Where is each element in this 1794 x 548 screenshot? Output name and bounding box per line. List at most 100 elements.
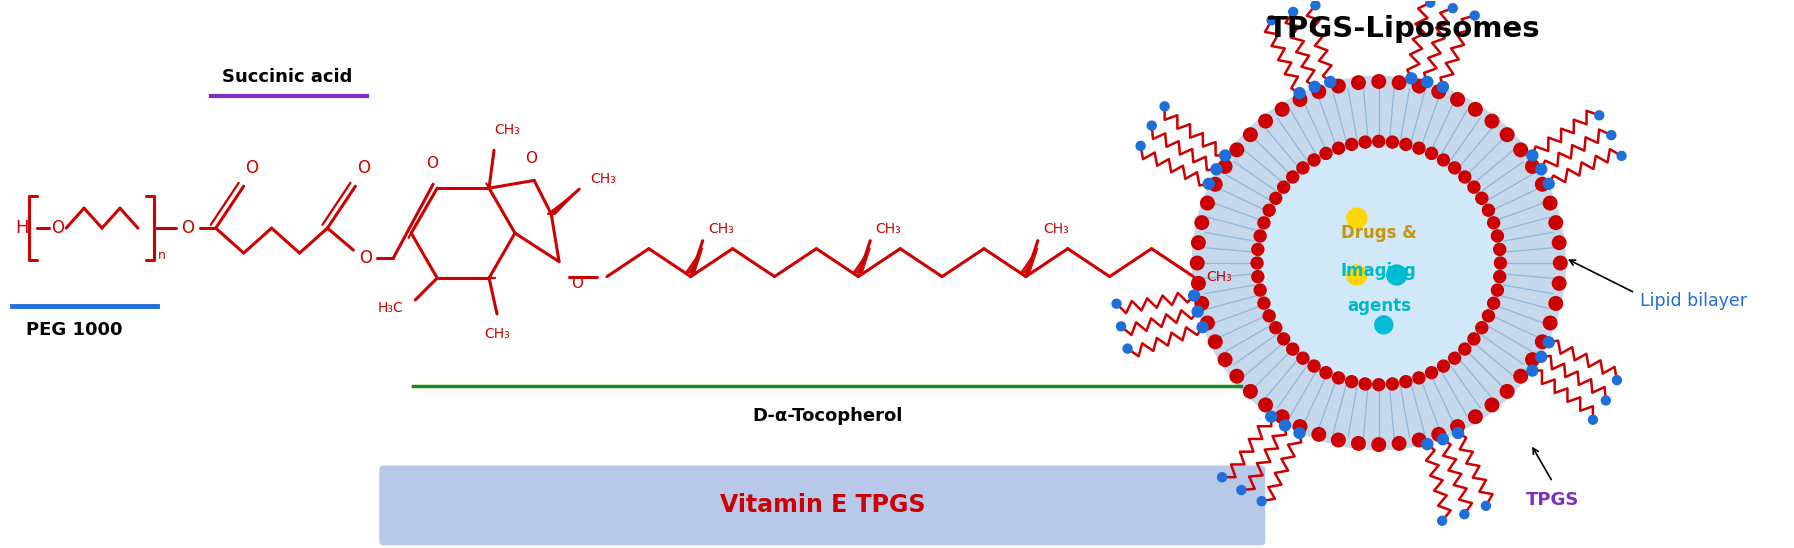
Circle shape [1476,192,1487,204]
Circle shape [1399,376,1412,387]
Circle shape [1297,162,1310,174]
Circle shape [1437,434,1448,445]
Circle shape [1204,178,1215,189]
Circle shape [1360,378,1371,390]
Circle shape [1267,16,1276,25]
Circle shape [1552,277,1566,290]
Text: O: O [246,159,258,177]
Circle shape [1372,438,1385,452]
Text: O: O [427,156,438,171]
Circle shape [1112,299,1121,308]
Circle shape [1451,420,1464,433]
Circle shape [1412,433,1426,447]
Circle shape [1346,376,1358,387]
Text: CH₃: CH₃ [493,123,520,138]
Circle shape [1372,379,1385,391]
Circle shape [1543,316,1557,330]
Text: CH₃: CH₃ [1207,270,1232,284]
Text: H₃C: H₃C [377,301,404,315]
Circle shape [1491,230,1503,242]
Polygon shape [854,248,870,272]
Circle shape [1254,230,1267,242]
Circle shape [1286,171,1299,183]
Circle shape [1548,216,1563,230]
Circle shape [1536,335,1550,349]
Circle shape [1482,310,1494,322]
Text: n: n [158,249,165,261]
Circle shape [1250,257,1263,269]
Circle shape [1482,204,1494,216]
Circle shape [1320,147,1331,159]
Circle shape [1286,343,1299,355]
Circle shape [1476,322,1487,334]
Circle shape [1437,516,1446,525]
Text: TPGS-Liposomes: TPGS-Liposomes [1267,15,1539,43]
Circle shape [1351,437,1365,450]
Circle shape [1258,297,1270,309]
Text: O: O [526,151,536,166]
Circle shape [1536,178,1550,191]
Circle shape [1360,136,1371,148]
Circle shape [1487,217,1500,229]
Circle shape [1482,501,1491,510]
Text: H: H [16,219,29,237]
Circle shape [1193,306,1204,317]
Circle shape [1231,369,1243,383]
Circle shape [1387,378,1398,390]
Circle shape [1595,111,1604,120]
Circle shape [1279,420,1290,431]
Circle shape [1351,76,1365,89]
Circle shape [1543,337,1554,348]
Circle shape [1525,159,1539,173]
Circle shape [1293,88,1304,99]
Text: CH₃: CH₃ [1042,222,1069,236]
Circle shape [1209,335,1222,349]
Circle shape [1451,93,1464,106]
Circle shape [1552,236,1566,249]
Circle shape [1310,81,1320,92]
Circle shape [1347,208,1367,228]
Circle shape [1543,178,1554,189]
Circle shape [1487,297,1500,309]
Circle shape [1116,322,1125,331]
Polygon shape [685,248,703,272]
Circle shape [1218,353,1232,367]
Circle shape [1372,75,1385,88]
Circle shape [1243,128,1258,141]
Circle shape [1311,85,1326,99]
Circle shape [1261,146,1496,380]
Circle shape [1189,290,1200,301]
Circle shape [1276,410,1288,424]
Circle shape [1527,365,1537,376]
Text: CH₃: CH₃ [709,222,734,236]
Text: CH₃: CH₃ [875,222,901,236]
Circle shape [1333,372,1344,384]
Circle shape [1423,439,1433,450]
Circle shape [1536,164,1546,175]
Circle shape [1259,398,1272,412]
Circle shape [1485,115,1498,128]
Circle shape [1536,351,1546,362]
Polygon shape [547,192,576,214]
Circle shape [1346,139,1358,150]
Circle shape [1491,284,1503,296]
Circle shape [1469,410,1482,424]
Circle shape [1514,369,1527,383]
Circle shape [1602,396,1611,405]
Text: D-α-Tocopherol: D-α-Tocopherol [752,407,902,425]
Circle shape [1252,271,1263,283]
Circle shape [1258,217,1270,229]
Circle shape [1231,143,1243,157]
Circle shape [1527,150,1537,161]
Circle shape [1543,196,1557,210]
Circle shape [1459,343,1471,355]
Circle shape [1399,139,1412,150]
Circle shape [1437,81,1448,92]
Circle shape [1331,79,1346,93]
Circle shape [1236,486,1245,494]
Circle shape [1308,360,1320,372]
Circle shape [1469,102,1482,116]
Circle shape [1270,322,1281,334]
Circle shape [1459,171,1471,183]
Circle shape [1548,296,1563,310]
